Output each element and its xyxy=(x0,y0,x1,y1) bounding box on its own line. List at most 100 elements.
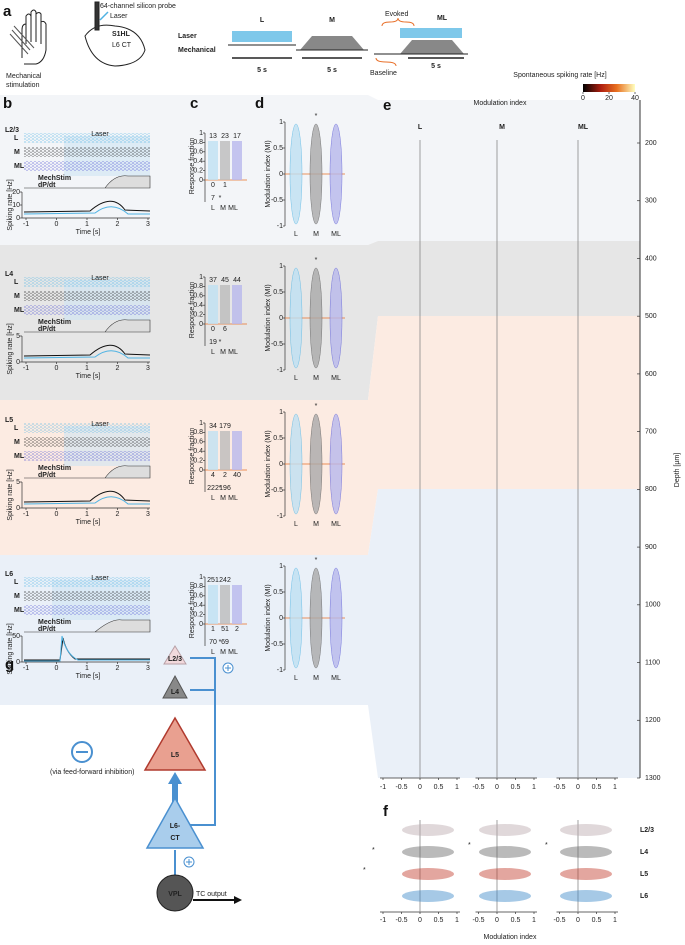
y-tick-label: -0.5 xyxy=(271,197,283,204)
y-axis-label: Response fraction xyxy=(189,282,196,339)
row-label: ML xyxy=(14,163,25,170)
brush xyxy=(9,25,35,55)
x-tick-label: M xyxy=(220,649,226,656)
mi-cloud xyxy=(479,868,531,880)
node-label: L2/3 xyxy=(168,656,182,663)
y-axis-label: Response fraction xyxy=(189,582,196,639)
y-tick-label: 1 xyxy=(199,574,203,581)
circuit xyxy=(71,645,242,912)
node-label: L5 xyxy=(171,752,179,759)
x-tick-label: L xyxy=(211,649,215,656)
x-tick-label: -1 xyxy=(380,917,386,924)
l4-node xyxy=(162,674,188,699)
violin xyxy=(309,123,323,225)
y-tick-label: 5 xyxy=(16,333,20,340)
node-label: VPL xyxy=(168,891,182,898)
panel-letter: a xyxy=(3,3,12,20)
count-label: 23 xyxy=(221,133,229,140)
row-label: L xyxy=(14,279,19,286)
x-tick-label: -0.5 xyxy=(395,917,407,924)
x-tick-label: 3 xyxy=(146,365,150,372)
count-label: 13 xyxy=(209,133,217,140)
panel-letter: e xyxy=(383,97,391,114)
x-tick-label: ML xyxy=(331,521,341,528)
x-tick-label: 0.5 xyxy=(434,917,444,924)
stim-illustration xyxy=(9,1,146,67)
probe xyxy=(94,1,100,31)
x-tick-label: -1 xyxy=(23,221,29,228)
violin xyxy=(289,413,303,515)
fraction-bar xyxy=(232,585,242,624)
output-label: TC output xyxy=(196,891,227,898)
raster xyxy=(24,591,150,601)
x-tick-label: 2 xyxy=(116,665,120,672)
column-header: ML xyxy=(578,124,589,131)
x-tick-label: 0 xyxy=(576,917,580,924)
band xyxy=(378,241,640,316)
significance: * xyxy=(372,847,375,854)
mech-label: MechStim xyxy=(38,175,71,182)
y-tick-label: -1 xyxy=(277,667,283,674)
y-tick-label: 0 xyxy=(16,359,20,366)
panel-letter: f xyxy=(383,803,389,820)
count-label: 19 xyxy=(209,339,217,346)
x-tick-label: M xyxy=(220,205,226,212)
y-tick-label: 0 xyxy=(199,321,203,328)
depth-tick-label: 1100 xyxy=(645,659,660,666)
y-tick-label: 0 xyxy=(199,621,203,628)
x-tick-label: 3 xyxy=(146,221,150,228)
count-label: 45 xyxy=(221,277,229,284)
x-tick-label: 1 xyxy=(613,784,617,791)
count-label: 0 xyxy=(211,326,215,333)
x-tick-label: -0.5 xyxy=(472,917,484,924)
x-tick-label: 1 xyxy=(85,665,89,672)
mi-cloud xyxy=(560,890,612,902)
band xyxy=(378,100,640,241)
depth-tick-label: 1300 xyxy=(645,775,661,782)
y-tick-label: 0 xyxy=(16,659,20,666)
ct-projection xyxy=(190,657,216,826)
laser-pulse xyxy=(400,28,462,38)
depth-tick-label: 600 xyxy=(645,371,657,378)
x-tick-label: 1 xyxy=(455,784,459,791)
x-tick-label: 0 xyxy=(55,511,59,518)
x-tick-label: 0.5 xyxy=(592,784,602,791)
x-axis-label: Time [s] xyxy=(76,673,101,680)
violin xyxy=(329,267,343,369)
layer-label: L6 xyxy=(640,893,648,900)
deriv-label: dP/dt xyxy=(38,182,56,189)
rate-trace xyxy=(23,200,151,213)
laser-label: Laser xyxy=(110,13,128,20)
significance: * xyxy=(219,195,222,202)
y-tick-label: 1 xyxy=(279,263,283,270)
stim-label: stimulation xyxy=(6,82,40,89)
y-axis-label: Spiking rate [Hz] xyxy=(7,623,14,674)
x-tick-label: 0 xyxy=(55,365,59,372)
y-tick-label: -0.5 xyxy=(271,341,283,348)
row-label: L xyxy=(14,579,19,586)
y-tick-label: 0.2 xyxy=(193,457,203,464)
depth-tick-label: 900 xyxy=(645,544,657,551)
y-tick-label: 0.6 xyxy=(193,593,203,600)
mi-cloud xyxy=(560,868,612,880)
depth-tick-label: 300 xyxy=(645,198,657,205)
layer-label: L4 xyxy=(640,849,648,856)
y-tick-label: 0.2 xyxy=(193,611,203,618)
duration-label: 5 s xyxy=(431,63,441,70)
raster xyxy=(24,147,150,157)
y-axis-label: Modulation index (MI) xyxy=(265,584,272,651)
raster xyxy=(24,605,150,615)
fraction-bar xyxy=(232,141,242,180)
violin xyxy=(329,413,343,515)
y-axis-label: Modulation index (MI) xyxy=(265,284,272,351)
y-tick-label: 0.5 xyxy=(273,435,283,442)
laser-label: Laser xyxy=(91,131,109,138)
x-axis-label: Time [s] xyxy=(76,519,101,526)
x-tick-label: 0.5 xyxy=(511,784,521,791)
mi-cloud xyxy=(479,824,531,836)
mech-pulse xyxy=(400,40,464,54)
y-tick-label: 0 xyxy=(279,615,283,622)
legend-entry: Laser xyxy=(178,33,197,40)
significance: * xyxy=(219,339,222,346)
